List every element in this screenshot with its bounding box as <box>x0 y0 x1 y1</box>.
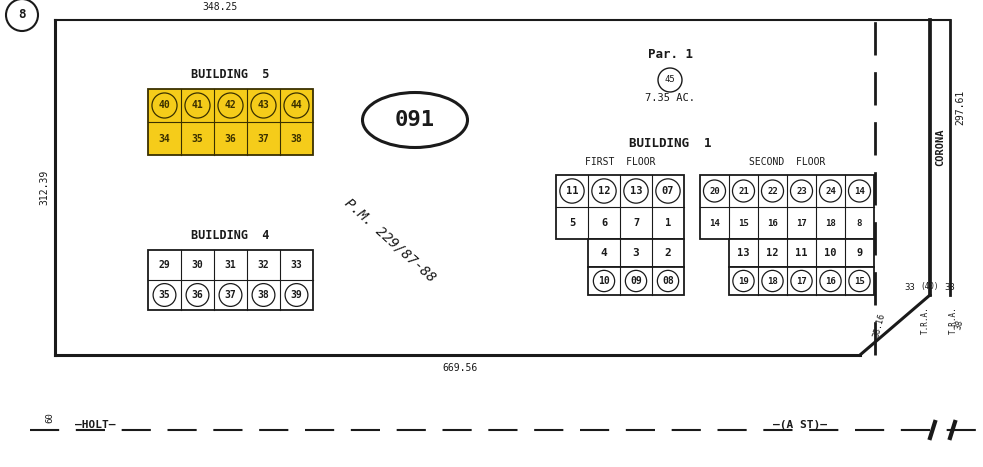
Text: 37: 37 <box>225 290 236 300</box>
Text: —HOLT—: —HOLT— <box>75 420 115 430</box>
Text: P.M. 229/87-88: P.M. 229/87-88 <box>342 196 438 284</box>
Text: 12: 12 <box>767 248 779 258</box>
Text: 33: 33 <box>291 260 303 270</box>
Text: Par. 1: Par. 1 <box>648 49 692 62</box>
Text: 45: 45 <box>665 76 675 85</box>
Text: 21: 21 <box>738 186 749 196</box>
Text: 669.56: 669.56 <box>442 363 478 373</box>
Text: 38: 38 <box>258 290 269 300</box>
Text: 30: 30 <box>192 260 203 270</box>
Bar <box>700 175 874 239</box>
Text: 10: 10 <box>825 248 837 258</box>
Text: 07: 07 <box>662 186 674 196</box>
Text: 3: 3 <box>633 248 639 258</box>
Text: 38: 38 <box>954 319 965 331</box>
Text: BUILDING  5: BUILDING 5 <box>192 68 269 81</box>
Text: 1: 1 <box>665 218 671 228</box>
Text: 44: 44 <box>291 100 303 111</box>
Text: BUILDING  4: BUILDING 4 <box>192 229 269 242</box>
Text: T.R.A.: T.R.A. <box>949 306 957 334</box>
Text: 24: 24 <box>825 186 836 196</box>
Text: FIRST  FLOOR: FIRST FLOOR <box>585 157 656 167</box>
Text: 18: 18 <box>767 276 778 285</box>
Bar <box>729 239 874 267</box>
Text: 34: 34 <box>158 134 170 143</box>
Text: 7.35 AC.: 7.35 AC. <box>645 93 695 103</box>
Text: T.R.A.: T.R.A. <box>920 306 930 334</box>
Text: 17: 17 <box>796 219 807 227</box>
Text: 23: 23 <box>796 186 807 196</box>
Text: 297.61: 297.61 <box>955 90 965 125</box>
Text: 36: 36 <box>192 290 203 300</box>
Text: 35: 35 <box>158 290 170 300</box>
Text: 17: 17 <box>796 276 807 285</box>
Text: 43: 43 <box>258 100 269 111</box>
Text: 8: 8 <box>19 8 26 21</box>
Text: 31: 31 <box>225 260 236 270</box>
Text: 37: 37 <box>258 134 269 143</box>
Text: 08: 08 <box>663 276 674 286</box>
Text: 9: 9 <box>856 248 863 258</box>
Bar <box>148 89 313 155</box>
Bar <box>729 267 874 295</box>
Bar <box>556 175 684 239</box>
Text: 38: 38 <box>291 134 303 143</box>
Text: 09: 09 <box>630 276 642 286</box>
Bar <box>588 267 684 295</box>
Text: 15: 15 <box>854 276 865 285</box>
Bar <box>588 239 684 267</box>
Text: 7: 7 <box>633 218 639 228</box>
Text: 36: 36 <box>225 134 236 143</box>
Text: 32: 32 <box>258 260 269 270</box>
Text: 15: 15 <box>738 219 749 227</box>
Text: 091: 091 <box>395 110 435 130</box>
Text: 10: 10 <box>598 276 609 286</box>
Text: 16: 16 <box>767 219 778 227</box>
Text: SECOND  FLOOR: SECOND FLOOR <box>749 157 825 167</box>
Text: 8: 8 <box>857 219 862 227</box>
Text: 38.16: 38.16 <box>872 312 888 338</box>
Text: 11: 11 <box>795 248 808 258</box>
Text: 12: 12 <box>598 186 610 196</box>
Text: 20: 20 <box>709 186 720 196</box>
Text: —(A ST)—: —(A ST)— <box>773 420 827 430</box>
Text: 13: 13 <box>630 186 642 196</box>
Text: 19: 19 <box>738 276 749 285</box>
Text: 4: 4 <box>601 248 607 258</box>
Text: (40): (40) <box>921 283 939 291</box>
Text: 11: 11 <box>566 186 578 196</box>
Text: 14: 14 <box>854 186 865 196</box>
Text: 312.39: 312.39 <box>39 170 49 205</box>
Text: 29: 29 <box>158 260 170 270</box>
Text: 13: 13 <box>737 248 750 258</box>
Text: 2: 2 <box>665 248 671 258</box>
Bar <box>148 250 313 310</box>
Text: BUILDING  1: BUILDING 1 <box>629 137 712 150</box>
Text: 40: 40 <box>158 100 170 111</box>
Text: 18: 18 <box>825 219 836 227</box>
Text: 33: 33 <box>945 283 955 291</box>
Text: 41: 41 <box>192 100 203 111</box>
Text: 33: 33 <box>904 283 915 291</box>
Text: 16: 16 <box>825 276 836 285</box>
Text: 42: 42 <box>225 100 236 111</box>
Text: 6: 6 <box>601 218 607 228</box>
Text: 35: 35 <box>192 134 203 143</box>
Text: 39: 39 <box>291 290 303 300</box>
Text: 22: 22 <box>767 186 778 196</box>
Text: 5: 5 <box>569 218 575 228</box>
Text: 60: 60 <box>45 413 54 424</box>
Text: 14: 14 <box>709 219 720 227</box>
Text: 348.25: 348.25 <box>202 2 238 12</box>
Text: CORONA: CORONA <box>935 129 945 166</box>
